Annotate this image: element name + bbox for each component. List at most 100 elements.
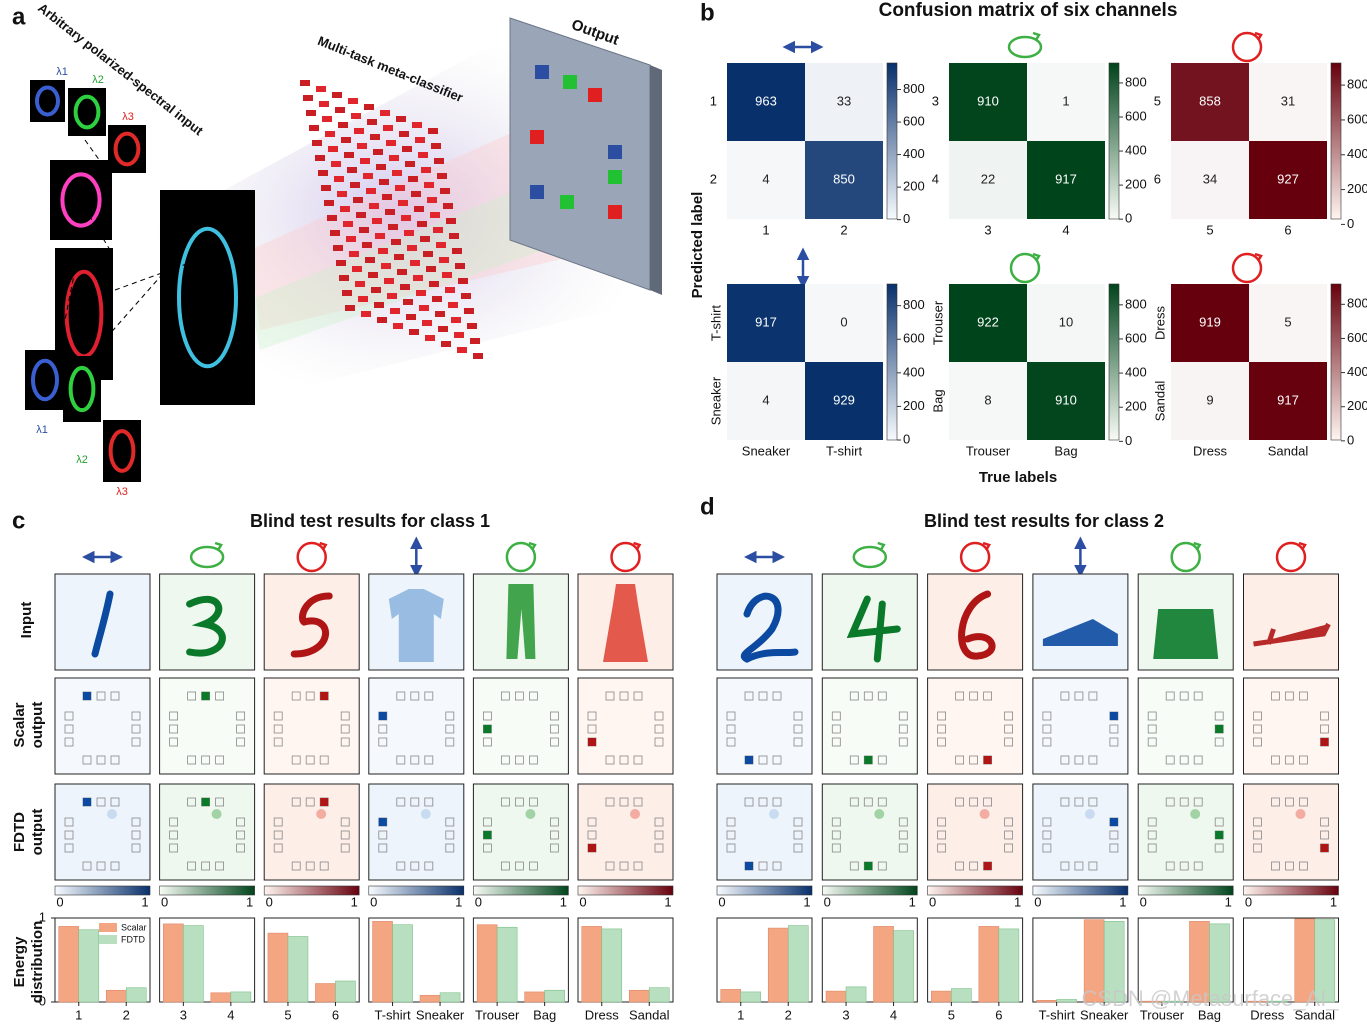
input-image [821,573,918,671]
meta-atom [437,173,447,179]
meta-atom [324,200,334,206]
detector [560,195,574,209]
matrix-cell [1249,141,1327,219]
image-content [108,429,136,473]
meta-atom [322,116,332,122]
colorbar-tick-label: 1 [560,894,567,909]
detector-box [169,817,179,827]
detector-box [340,843,350,853]
meta-atom [330,230,340,236]
detector-box [482,843,492,853]
bar [601,928,623,1003]
output-map [54,677,151,775]
detector-box [1253,711,1262,721]
meta-atom [321,185,331,191]
colorbar-tick-label: 800 [1347,77,1367,92]
detector-box [131,817,141,827]
detector-box [955,691,964,701]
detector-box [983,797,992,807]
colorbar-tick-label: 0 [1140,894,1147,909]
hot-spot [83,798,91,806]
cell-label: 5 [1284,314,1291,329]
detector-box [482,711,492,721]
hot-spot [320,798,329,806]
detector-box [215,691,225,701]
meta-atom [432,296,442,302]
detector-box [410,755,420,765]
legend-label: Scalar [121,922,147,932]
colorbar-tick-label: 400 [1347,146,1367,161]
x-tick-label: 5 [284,1007,291,1022]
bar [931,990,952,1003]
detector-box [273,724,283,734]
detector-box [64,817,74,827]
x-tick-label: Sneaker [416,1007,465,1022]
meta-atom [381,263,391,269]
detector-box [1074,797,1084,807]
detector-box [1109,737,1119,747]
meta-atom [376,164,386,170]
meta-atom [346,236,356,242]
detector-box [937,817,946,827]
meta-atom [337,191,347,197]
detector-box [1004,737,1013,747]
matrix-cell [1249,362,1327,440]
detector-box [1179,797,1189,807]
watermark: CSDN @Metasurface_AI_ [1081,986,1339,1011]
meta-atom [426,266,436,272]
input-image [1243,573,1339,671]
colorbar [886,62,898,220]
colorbar [1330,62,1342,220]
meta-atom [379,179,389,185]
plot-frame [821,917,918,1003]
detector-box [619,861,629,871]
detector-box [131,724,141,734]
legend-label: FDTD [121,934,145,944]
cell-label: 34 [1203,171,1217,186]
pol-icon-arrow [1032,252,1041,262]
bar [951,988,972,1003]
meta-atom [342,290,352,296]
hot-spot [588,844,596,852]
detector-box [236,724,246,734]
meta-atom [408,176,418,182]
detector [608,145,622,159]
detector-box [215,861,225,871]
cell-label: 922 [977,314,999,329]
detector-box [131,737,141,747]
bar [392,924,413,1003]
detector-box [64,737,74,747]
plot-frame [927,917,1024,1003]
meta-atom [457,347,467,353]
bar [720,989,742,1003]
cell-label: 927 [1277,171,1299,186]
x-tick-label: 5 [1206,222,1213,237]
detector-box [1320,817,1329,827]
detector-box [187,861,197,871]
panel-label: a [12,3,26,30]
detector-box [550,724,559,734]
output-map [577,677,674,775]
colorbar [1108,62,1120,220]
detector-box [1042,737,1052,747]
detector [535,65,549,79]
meta-atom [470,338,480,344]
bar [648,987,670,1003]
image-content [177,226,238,369]
matrix-cell [727,63,805,141]
colorbar-tick-label: 0 [56,894,63,909]
noise [874,809,885,819]
meta-atom [364,104,374,110]
meta-atom [419,305,429,311]
detector-box [758,691,768,701]
meta-atom [424,182,434,188]
noise [316,809,327,819]
meta-atom [312,140,322,146]
meta-atom [300,80,310,86]
detector-box [758,755,768,765]
x-tick-label: 6 [995,1007,1002,1022]
detector-box [969,755,978,765]
matrix-cell [727,284,805,362]
x-tick-label: Sandal [1268,443,1309,458]
hot-spot [1320,738,1329,746]
